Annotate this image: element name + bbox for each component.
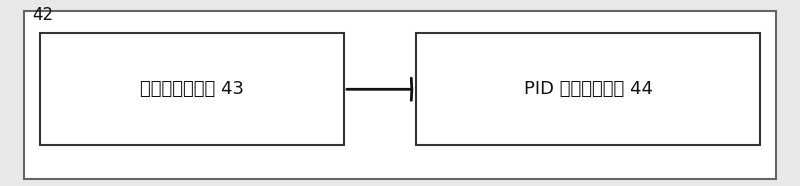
Bar <box>40 33 344 145</box>
Text: 控制与显示模块 43: 控制与显示模块 43 <box>140 80 244 98</box>
Text: PID 数字补偿网络 44: PID 数字补偿网络 44 <box>523 80 653 98</box>
Bar <box>416 33 760 145</box>
Text: 42: 42 <box>32 6 53 24</box>
